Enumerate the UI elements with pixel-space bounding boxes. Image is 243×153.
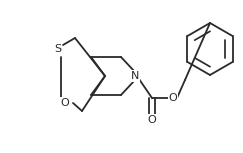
- Text: O: O: [169, 93, 177, 103]
- Text: O: O: [61, 98, 69, 108]
- Text: O: O: [148, 115, 156, 125]
- Text: S: S: [54, 44, 61, 54]
- Text: N: N: [131, 71, 139, 81]
